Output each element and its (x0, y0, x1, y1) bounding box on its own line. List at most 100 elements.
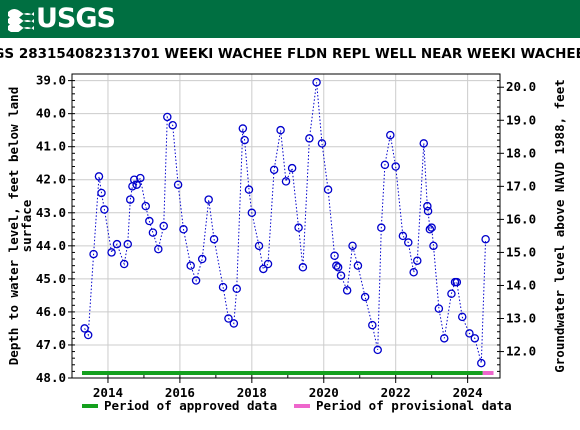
data-point (119, 259, 129, 269)
data-point (232, 284, 241, 294)
data-point (224, 314, 233, 323)
data-point (269, 165, 279, 175)
data-point (247, 208, 257, 218)
data-point (423, 206, 433, 216)
legend-label-provisional: Period of provisional data (316, 398, 512, 413)
data-point (107, 248, 116, 257)
left-tick-label: 41.0 (36, 139, 66, 154)
data-point (254, 241, 264, 251)
right-tick-label: 12.0 (506, 344, 536, 359)
data-point (298, 263, 308, 272)
usgs-logo[interactable]: USGS (8, 3, 116, 34)
data-point (457, 312, 467, 322)
data-point (477, 358, 486, 368)
x-tick-label: 2022 (381, 385, 411, 400)
data-point (148, 228, 158, 237)
data-point (353, 261, 363, 270)
data-point (186, 261, 195, 270)
data-point (447, 289, 456, 298)
y-axis-title-left-line: Depth to water level, feet below land (6, 87, 21, 365)
data-point (145, 216, 154, 226)
data-point (204, 195, 213, 204)
chart-title: USGS 283154082313701 WEEKI WACHEE FLDN R… (0, 46, 580, 62)
right-tick-label: 14.0 (506, 277, 536, 292)
x-tick-label: 2018 (237, 385, 267, 400)
data-point (305, 134, 314, 143)
data-point (409, 268, 418, 277)
left-tick-label: 42.0 (36, 172, 66, 187)
data-point (348, 241, 357, 251)
data-point (100, 205, 109, 214)
data-point (423, 201, 432, 211)
data-point (332, 261, 341, 270)
left-tick-label: 48.0 (36, 370, 66, 385)
data-point (94, 172, 104, 181)
data-point (312, 78, 321, 87)
data-point (377, 223, 386, 232)
data-point (287, 163, 297, 173)
data-point (179, 225, 188, 234)
data-point (360, 292, 370, 302)
data-point (163, 112, 172, 122)
left-tick-label: 47.0 (36, 337, 66, 352)
left-tick-label: 46.0 (36, 304, 66, 319)
right-tick-label: 16.0 (506, 211, 536, 226)
data-point (83, 330, 93, 340)
data-point (317, 139, 327, 148)
x-tick-label: 2016 (165, 385, 195, 400)
data-point (173, 180, 183, 189)
left-tick-label: 45.0 (36, 271, 66, 286)
data-point (132, 180, 141, 189)
data-point (427, 223, 436, 232)
right-tick-label: 17.0 (506, 178, 536, 193)
data-point (323, 185, 333, 194)
data-point (373, 345, 382, 355)
data-point (330, 251, 339, 260)
left-tick-label: 40.0 (36, 106, 66, 121)
data-point (452, 277, 462, 287)
right-tick-label: 19.0 (506, 112, 536, 127)
right-tick-label: 15.0 (506, 244, 536, 259)
plot-frame (71, 73, 501, 379)
data-point (238, 124, 248, 133)
data-point (281, 177, 291, 186)
x-tick-label: 2020 (309, 385, 339, 400)
data-point (336, 271, 346, 280)
data-point (425, 225, 435, 234)
data-point (209, 234, 219, 244)
usgs-banner: USGS (0, 0, 580, 38)
data-point (168, 120, 177, 130)
data-point (229, 319, 239, 328)
left-tick-label: 44.0 (36, 238, 66, 253)
x-tick-label: 2014 (93, 385, 123, 400)
x-tick-label: 2024 (453, 385, 483, 400)
data-point (136, 173, 145, 183)
data-point (380, 160, 390, 170)
data-point (259, 264, 268, 274)
data-point (126, 195, 135, 204)
data-point (89, 249, 98, 259)
right-tick-label: 20.0 (506, 79, 536, 94)
data-line (84, 82, 487, 364)
data-point (465, 329, 474, 338)
data-point (398, 231, 408, 241)
data-point (440, 334, 449, 343)
data-point (240, 135, 249, 145)
right-tick-label: 13.0 (506, 311, 536, 326)
y-axis-title-left: Depth to water level, feet below landsur… (6, 87, 34, 365)
data-point (141, 201, 150, 211)
legend-label-approved: Period of approved data (104, 398, 277, 413)
data-point (481, 234, 490, 244)
data-point (276, 125, 285, 135)
data-point (342, 286, 352, 295)
data-point (429, 241, 438, 251)
usgs-wave-icon (8, 9, 34, 32)
data-point (191, 276, 201, 285)
data-point (154, 244, 163, 254)
data-point (434, 304, 444, 313)
data-point (129, 175, 139, 184)
data-point (404, 238, 413, 247)
data-point (123, 239, 132, 249)
usgs-logo-text: USGS (36, 3, 116, 34)
